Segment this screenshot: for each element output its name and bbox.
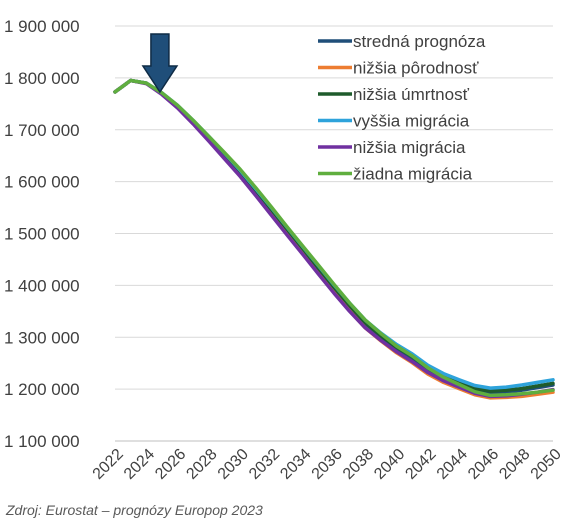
x-tick-label: 2022 (90, 446, 127, 483)
legend: stredná prognóza nižšia pôrodnosť nižšia ú… (318, 32, 486, 184)
series-lines (113, 78, 555, 400)
series-line-4 (113, 78, 555, 390)
legend-label: nižšia úmrtnosť (353, 85, 470, 104)
x-tick-label: 2026 (152, 446, 189, 483)
y-tick-label: 1 600 000 (4, 173, 80, 192)
x-tick-label: 2030 (215, 446, 252, 483)
legend-label: vyššia migrácia (353, 112, 470, 131)
legend-label: nižšia migrácia (353, 138, 466, 157)
series-line-1 (113, 78, 555, 395)
y-tick-label: 1 200 000 (4, 380, 80, 399)
series-line-2 (113, 78, 555, 400)
y-tick-label: 1 700 000 (4, 121, 80, 140)
x-tick-label: 2042 (402, 446, 439, 483)
series-line-5 (113, 78, 555, 399)
x-tick-label: 2034 (277, 446, 314, 483)
x-tick-label: 2028 (183, 446, 220, 483)
legend-label: nižšia pôrodnosť (353, 59, 479, 78)
y-tick-label: 1 100 000 (4, 432, 80, 451)
x-tick-label: 2046 (465, 446, 502, 483)
x-axis: 2022202420262028203020322034203620382040… (90, 446, 565, 483)
y-tick-label: 1 900 000 (4, 17, 80, 36)
y-tick-label: 1 500 000 (4, 225, 80, 244)
legend-label: stredná prognóza (353, 32, 486, 51)
x-tick-label: 2044 (434, 446, 471, 483)
x-tick-label: 2036 (309, 446, 346, 483)
annotation (141, 33, 179, 94)
x-tick-label: 2040 (371, 446, 408, 483)
series-line-6 (113, 78, 555, 398)
x-tick-label: 2032 (246, 446, 283, 483)
series-line-3 (113, 78, 555, 393)
x-tick-label: 2048 (496, 446, 533, 483)
y-tick-label: 1 800 000 (4, 69, 80, 88)
legend-label: žiadna migrácia (353, 165, 473, 184)
y-tick-label: 1 300 000 (4, 328, 80, 347)
y-axis: 1 100 000 1 200 000 1 300 000 1 400 000 1 50… (4, 17, 80, 451)
gridlines (115, 25, 553, 442)
x-tick-label: 2038 (340, 446, 377, 483)
y-tick-label: 1 400 000 (4, 276, 80, 295)
source-note: Zdroj: Eurostat – prognózy Europop 2023 (6, 502, 263, 518)
x-tick-label: 2024 (121, 446, 158, 483)
down-arrow-icon (141, 33, 179, 94)
x-tick-label: 2050 (528, 446, 565, 483)
